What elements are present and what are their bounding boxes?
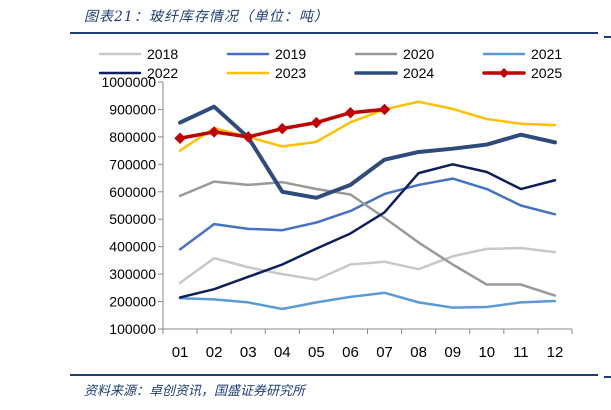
bottom-rule [70, 374, 598, 376]
x-tick-label: 09 [444, 344, 461, 361]
y-tick-label: 900000 [109, 101, 156, 117]
legend-marker-2025 [499, 68, 509, 78]
series-point-2025 [310, 116, 323, 129]
series-point-2025 [378, 103, 391, 116]
x-tick-label: 01 [172, 344, 189, 361]
series-line-2024 [178, 104, 557, 200]
x-tick-label: 11 [513, 344, 529, 361]
bottom-edge-mark [604, 376, 611, 378]
series-point-2025 [276, 122, 288, 135]
x-tick-label: 08 [410, 344, 427, 361]
y-tick-label: 500000 [109, 211, 156, 227]
series-lines [174, 100, 557, 311]
legend-label-2020: 2020 [403, 46, 434, 62]
source-note: 资料来源：卓创资讯，国盛证券研究所 [84, 384, 306, 399]
series-point-2025 [242, 131, 254, 143]
y-tick-label: 800000 [109, 129, 156, 145]
x-tick-label: 06 [342, 344, 359, 361]
series-line-2018 [178, 246, 557, 285]
series-line-2020 [178, 180, 557, 297]
series-line-2022 [178, 163, 557, 299]
y-tick-label: 600000 [109, 184, 156, 200]
x-tick-label: 10 [478, 344, 495, 361]
x-tick-label: 12 [547, 344, 564, 361]
series-point-2025 [344, 107, 357, 119]
series-point-2025 [208, 126, 220, 138]
y-tick-label: 700000 [109, 156, 156, 172]
chart-title: 图表21：玻纤库存情况（单位：吨） [84, 9, 329, 25]
y-tick-label: 100000 [109, 321, 156, 337]
legend-label-2019: 2019 [275, 46, 306, 62]
series-point-2025 [174, 132, 186, 144]
y-tick-label: 1000000 [101, 74, 156, 90]
legend-label-2023: 2023 [275, 65, 306, 81]
legend-label-2018: 2018 [147, 46, 178, 62]
y-tick-label: 400000 [109, 239, 156, 255]
axes: 100000 200000 300000 400000 500000 600000 7000… [101, 74, 573, 361]
top-rule [70, 32, 598, 34]
legend-label-2021: 2021 [531, 46, 562, 62]
y-tick-label: 200000 [109, 294, 156, 310]
x-tick-label: 05 [308, 344, 325, 361]
legend-label-2024: 2024 [403, 65, 434, 81]
legend: 2018 2019 2020 2021 2022 2023 2024 2025 [98, 46, 562, 81]
x-tick-label: 07 [376, 344, 393, 361]
legend-label-2022: 2022 [147, 65, 178, 81]
series-line-2019 [178, 177, 557, 251]
legend-label-2025: 2025 [531, 65, 562, 81]
y-tick-label: 300000 [109, 266, 156, 282]
x-tick-label: 04 [274, 344, 291, 361]
x-tick-label: 02 [206, 344, 223, 361]
top-edge-mark [604, 36, 611, 38]
x-tick-label: 03 [240, 344, 257, 361]
series-line-2021 [178, 291, 557, 311]
